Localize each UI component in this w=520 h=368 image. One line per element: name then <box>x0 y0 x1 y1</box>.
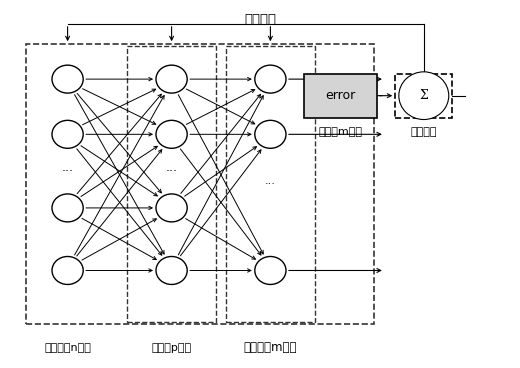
Text: ···: ··· <box>61 164 74 178</box>
Text: 调整权值: 调整权值 <box>244 13 276 26</box>
Text: 误差（m个）: 误差（m个） <box>319 127 362 137</box>
FancyBboxPatch shape <box>395 74 452 118</box>
Ellipse shape <box>399 72 449 120</box>
Ellipse shape <box>255 65 286 93</box>
Text: 反馈单元: 反馈单元 <box>411 127 437 137</box>
Text: Σ: Σ <box>419 89 428 102</box>
Text: 输出层（m个）: 输出层（m个） <box>244 341 297 354</box>
Ellipse shape <box>255 120 286 148</box>
Text: ···: ··· <box>165 164 178 178</box>
Ellipse shape <box>156 120 187 148</box>
Ellipse shape <box>156 65 187 93</box>
Ellipse shape <box>156 194 187 222</box>
Ellipse shape <box>52 65 83 93</box>
FancyBboxPatch shape <box>304 74 377 118</box>
Text: 隐层（p个）: 隐层（p个） <box>151 343 192 353</box>
Text: 输入层（n个）: 输入层（n个） <box>44 343 91 353</box>
Ellipse shape <box>52 256 83 284</box>
Ellipse shape <box>156 256 187 284</box>
Ellipse shape <box>255 256 286 284</box>
Text: ···: ··· <box>265 179 276 189</box>
Ellipse shape <box>52 194 83 222</box>
Text: error: error <box>326 89 356 102</box>
Ellipse shape <box>52 120 83 148</box>
